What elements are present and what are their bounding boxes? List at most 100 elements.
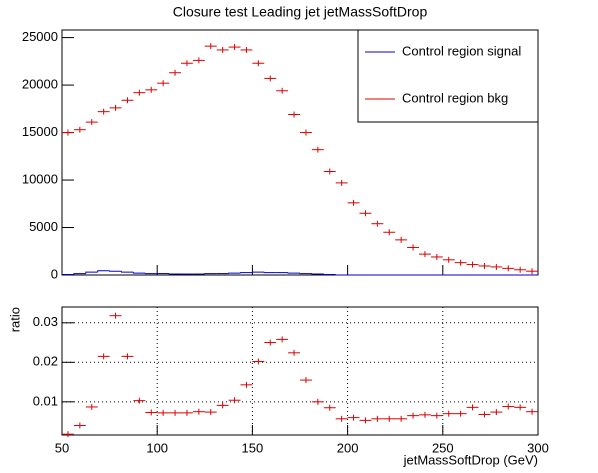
data-point (514, 266, 527, 273)
data-point (514, 404, 527, 411)
data-point (466, 261, 479, 268)
plot-frame (61, 306, 539, 436)
data-point (430, 412, 443, 419)
data-point (204, 409, 217, 416)
data-point (288, 111, 300, 118)
data-point (169, 69, 181, 76)
data-point (311, 146, 324, 153)
data-point (407, 412, 419, 419)
plot-frame (61, 29, 539, 276)
data-point (109, 104, 122, 111)
y-tick-label: 25000 (22, 29, 58, 44)
data-point (73, 422, 86, 429)
data-point (454, 259, 467, 266)
data-point (347, 414, 360, 421)
chart-title: Closure test Leading jet jetMassSoftDrop (173, 4, 428, 20)
signal-step (132, 272, 146, 274)
data-point (335, 415, 348, 422)
x-tick-label: 250 (432, 440, 454, 455)
data-point (478, 411, 491, 418)
data-point (252, 358, 265, 365)
data-point (323, 404, 336, 411)
y-tick-label: 0 (51, 266, 58, 281)
y-axis-label: ratio (7, 307, 22, 332)
data-point (359, 417, 372, 424)
x-axis-label: jetMassSoftDrop (GeV) (403, 452, 538, 467)
data-point (85, 403, 98, 410)
data-point (109, 312, 122, 319)
data-point (407, 244, 419, 251)
data-point (502, 403, 515, 410)
data-point (490, 263, 503, 270)
legend-box (357, 29, 539, 123)
data-point (121, 97, 134, 104)
data-point (502, 265, 515, 272)
legend-label: Control region bkg (402, 90, 508, 105)
data-point (121, 353, 134, 360)
x-tick-label: 200 (337, 440, 359, 455)
signal-step (121, 271, 134, 273)
x-tick-label: 300 (527, 440, 549, 455)
data-point (383, 415, 396, 422)
data-point (97, 353, 110, 360)
data-point (252, 60, 265, 67)
data-point (419, 411, 431, 418)
data-point (192, 57, 205, 64)
data-point (526, 268, 538, 275)
data-point (216, 46, 229, 53)
data-point (181, 60, 193, 67)
y-tick-label: 0.02 (33, 354, 58, 369)
data-point (204, 43, 217, 50)
data-point (145, 86, 158, 93)
data-point (192, 408, 205, 415)
data-point (73, 126, 86, 133)
data-point (181, 409, 193, 416)
y-tick-label: 0.01 (33, 393, 58, 408)
data-point (276, 336, 289, 343)
data-point (97, 108, 110, 115)
data-point (395, 415, 408, 422)
y-tick-label: 10000 (22, 171, 58, 186)
data-point (228, 397, 241, 404)
x-tick-label: 150 (242, 440, 264, 455)
data-point (85, 119, 98, 126)
data-point (311, 398, 324, 405)
x-tick-label: 50 (55, 440, 69, 455)
signal-step (73, 273, 86, 275)
data-point (419, 251, 431, 258)
data-point (300, 377, 312, 384)
data-point (157, 409, 170, 416)
data-point (145, 409, 158, 416)
data-point (169, 409, 181, 416)
data-point (442, 256, 455, 263)
data-point (395, 236, 408, 243)
data-point (276, 87, 289, 94)
data-point (371, 415, 384, 422)
data-point (264, 339, 277, 346)
data-point (383, 229, 396, 236)
data-point (300, 129, 312, 136)
data-point (62, 129, 74, 136)
data-point (335, 179, 348, 186)
data-point (466, 404, 479, 411)
data-point (526, 408, 538, 415)
data-point (454, 410, 467, 417)
data-point (240, 46, 253, 53)
data-point (478, 262, 491, 269)
data-point (359, 210, 372, 217)
data-point (264, 75, 277, 82)
data-point (430, 253, 443, 260)
data-point (133, 397, 146, 404)
data-point (371, 220, 384, 227)
data-point (228, 44, 241, 51)
data-point (442, 410, 455, 417)
signal-step (85, 271, 98, 274)
data-point (157, 80, 170, 87)
x-tick-label: 100 (146, 440, 168, 455)
data-point (323, 168, 336, 175)
data-point (216, 402, 229, 409)
data-point (240, 381, 253, 388)
data-point (288, 349, 300, 356)
